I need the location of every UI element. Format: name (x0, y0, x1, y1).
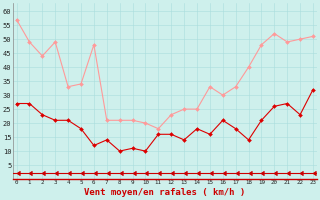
X-axis label: Vent moyen/en rafales ( km/h ): Vent moyen/en rafales ( km/h ) (84, 188, 245, 197)
